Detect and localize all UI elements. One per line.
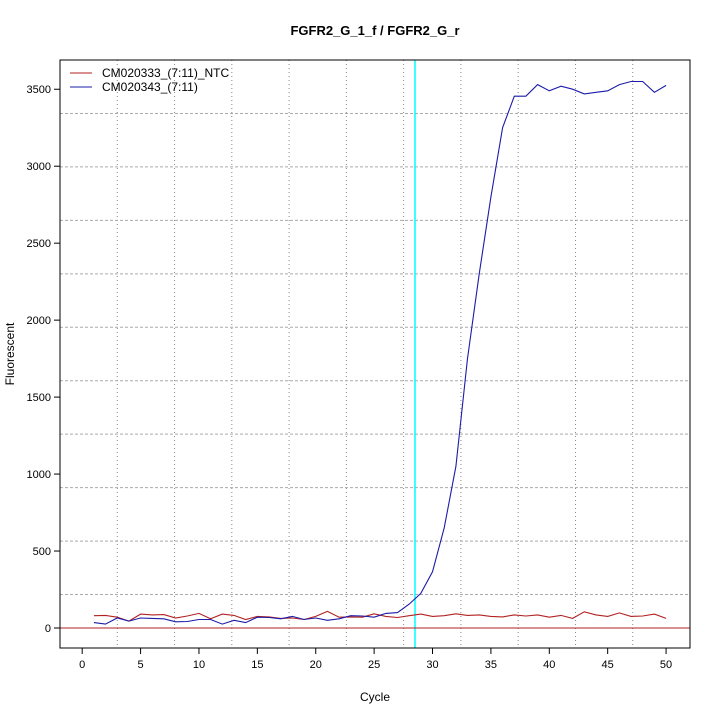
series-line-1 (93, 80, 667, 625)
x-axis-label: Cycle (360, 690, 390, 704)
y-tick-label: 3000 (27, 161, 51, 173)
x-tick-label: 50 (660, 659, 672, 671)
y-axis-label: Fluorescent (3, 322, 17, 385)
x-tick-label: 40 (543, 659, 555, 671)
x-tick-label: 0 (79, 659, 85, 671)
y-tick-label: 2500 (27, 238, 51, 250)
plot-frame (59, 59, 691, 649)
chart-title: FGFR2_G_1_f / FGFR2_G_r (290, 23, 459, 38)
series-lines (60, 60, 690, 648)
x-tick-label: 20 (310, 659, 322, 671)
y-tick-label: 1000 (27, 469, 51, 481)
axis-ticks: 0 5 10 15 20 25 30 35 40 45 5005001000150020002500… (27, 84, 673, 671)
y-tick-label: 2000 (27, 315, 51, 327)
legend-label: CM020333_(7:11)_NTC (102, 66, 230, 80)
y-tick-label: 0 (45, 623, 51, 635)
x-tick-label: 45 (602, 659, 614, 671)
grid (60, 60, 690, 648)
y-tick-label: 3500 (27, 84, 51, 96)
x-tick-label: 5 (138, 659, 144, 671)
series-line-0 (93, 610, 667, 622)
x-tick-label: 30 (426, 659, 438, 671)
y-tick-label: 500 (33, 546, 51, 558)
x-tick-label: 15 (251, 659, 263, 671)
legend-label: CM020343_(7:11) (102, 80, 198, 94)
x-tick-label: 25 (368, 659, 380, 671)
x-tick-label: 35 (485, 659, 497, 671)
y-tick-label: 1500 (27, 392, 51, 404)
x-tick-label: 10 (193, 659, 205, 671)
